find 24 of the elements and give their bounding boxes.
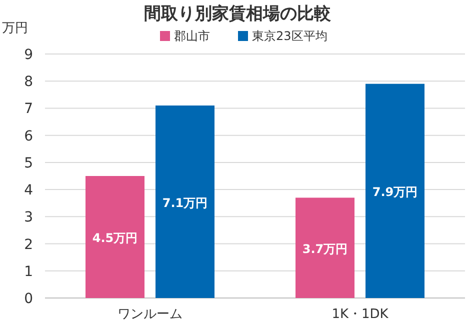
y-tick-label: 4 bbox=[24, 182, 34, 199]
y-tick-label: 6 bbox=[24, 128, 34, 144]
bar bbox=[86, 176, 144, 298]
y-tick-label: 7 bbox=[24, 101, 33, 118]
y-tick-label: 5 bbox=[24, 155, 33, 172]
y-tick-label: 1 bbox=[24, 264, 33, 280]
bar bbox=[296, 198, 354, 298]
legend-label: 郡山市 bbox=[174, 29, 210, 43]
data-label: 4.5万円 bbox=[92, 231, 138, 245]
y-axis-title: 万円 bbox=[2, 21, 28, 36]
x-tick-label: ワンルーム bbox=[118, 307, 182, 322]
data-label: 7.9万円 bbox=[372, 184, 418, 199]
y-tick-label: 0 bbox=[24, 291, 33, 307]
x-tick-label: 1K・1DK bbox=[332, 307, 389, 322]
y-tick-label: 9 bbox=[24, 47, 33, 63]
bar bbox=[156, 106, 214, 298]
data-label: 3.7万円 bbox=[302, 242, 348, 256]
data-label: 7.1万円 bbox=[162, 196, 208, 210]
y-tick-label: 8 bbox=[24, 74, 33, 90]
legend-label: 東京23区平均 bbox=[252, 29, 328, 43]
y-tick-label: 2 bbox=[24, 236, 33, 253]
bar bbox=[366, 84, 424, 298]
chart-title: 間取り別家賃相場の比較 bbox=[144, 4, 332, 24]
y-tick-label: 3 bbox=[24, 210, 33, 226]
